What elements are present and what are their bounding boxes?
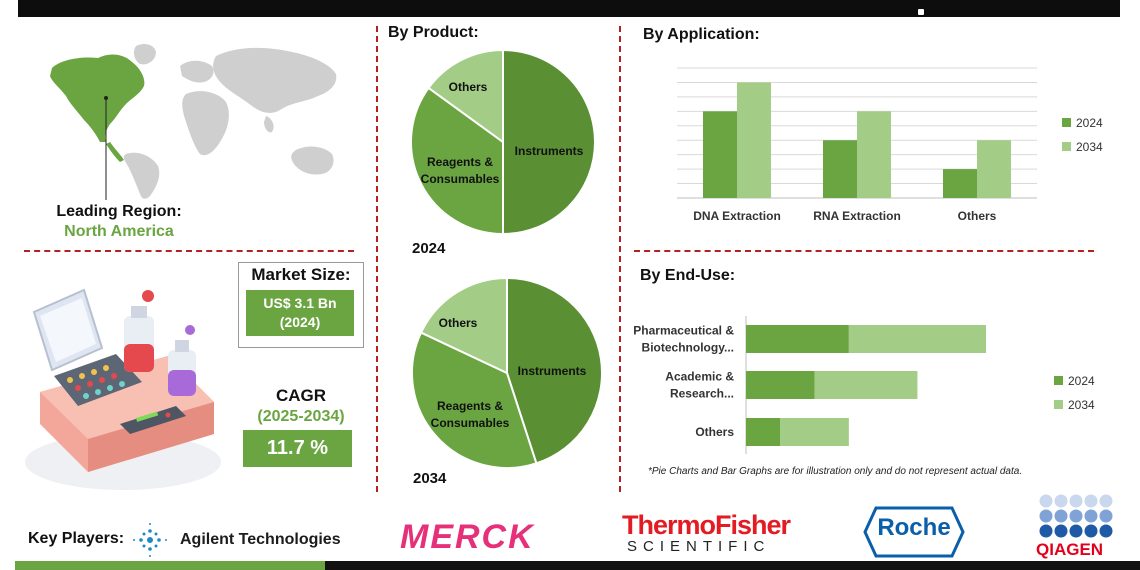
qiagen-dot (1099, 509, 1113, 523)
app-bar-2034-1 (857, 111, 891, 198)
end-use-bar-chart: Pharmaceutical & Biotechnology... Academic… (633, 316, 1095, 454)
pie-chart-2024: Instruments Reagents & Consumables Others (410, 48, 596, 236)
app-legend-swatch-2034 (1062, 142, 1071, 151)
qiagen-dot (1054, 509, 1068, 523)
pie-slice-2024-1 (410, 86, 504, 236)
qiagen-dot (1084, 494, 1098, 508)
top-title-bar (18, 0, 1120, 17)
bottom-bar-black (325, 561, 1140, 570)
market-size-card (238, 262, 364, 348)
pie-label-2024-0: Instruments (515, 144, 584, 158)
app-legend-label-2034: 2034 (1076, 140, 1103, 154)
roche-hexagon-logo (863, 506, 965, 558)
qiagen-dot (1069, 494, 1083, 508)
end-category-label-2: Others (695, 425, 734, 439)
bottom-bar-green (15, 561, 325, 570)
market-size-year: (2024) (279, 314, 321, 330)
pie-label-2034-1-0: Reagents & (437, 399, 503, 413)
pie-slice-2034-2 (419, 276, 508, 375)
pie-chart-2034: Instruments Reagents & Consumables Others (411, 276, 603, 469)
end-bar-2024-2 (746, 418, 781, 446)
merck-logo: MERCK (400, 518, 535, 556)
app-bar-2034-2 (977, 140, 1011, 198)
pie-label-2024-1-0: Reagents & (427, 155, 493, 169)
end-bar-2034-0 (848, 325, 986, 353)
pie-label-2024-2: Others (449, 80, 488, 94)
qiagen-dots-icon (1039, 494, 1113, 538)
divider-vertical-right (619, 26, 621, 492)
app-bar-2024-2 (943, 169, 977, 198)
agilent-logo: Agilent Technologies (180, 531, 341, 548)
north-america-shape (50, 54, 145, 142)
pie-label-2024-1-1: Consumables (421, 172, 500, 186)
qiagen-dot (1039, 524, 1053, 538)
divider-horizontal-left (24, 250, 354, 252)
world-map (50, 44, 337, 200)
app-bar-2034-0 (737, 82, 771, 198)
roche-logo: Roche (877, 514, 951, 541)
app-legend-label-2024: 2024 (1076, 116, 1103, 130)
end-category-label-0-1: Biotechnology... (642, 341, 734, 355)
app-legend-swatch-2024 (1062, 118, 1071, 127)
qiagen-dot (1099, 494, 1113, 508)
qiagen-dot (1099, 524, 1113, 538)
qiagen-dot (1054, 524, 1068, 538)
thermofisher-scientific-text: SCIENTIFIC (627, 538, 771, 555)
qiagen-dot (1084, 509, 1098, 523)
pie-slice-2034-1 (411, 331, 538, 469)
divider-horizontal-right (634, 250, 1094, 252)
end-bar-2024-0 (746, 325, 849, 353)
cagr-label: CAGR (275, 386, 327, 405)
qiagen-dot (1069, 509, 1083, 523)
key-players-label: Key Players: (28, 530, 125, 547)
pie-slice-2024-0 (502, 48, 596, 236)
lab-device-illustration (25, 288, 221, 490)
by-application-title: By Application: (643, 26, 760, 43)
pie-label-2034-1-1: Consumables (431, 416, 510, 430)
qiagen-dot (1039, 509, 1053, 523)
leading-region-value: North America (64, 223, 174, 240)
end-category-label-1-1: Research... (670, 387, 734, 401)
end-bar-2034-2 (780, 418, 849, 446)
cagr-value: 11.7 % (243, 430, 352, 467)
end-bar-2024-1 (746, 371, 815, 399)
app-category-label-0: DNA Extraction (693, 209, 781, 223)
app-bar-2024-1 (823, 140, 857, 198)
qiagen-dot (1039, 494, 1053, 508)
pie-label-2034-2: Others (439, 316, 478, 330)
pie-slice-2034-0 (506, 276, 603, 465)
pie-slice-2024-2 (427, 48, 504, 144)
end-bar-2034-1 (814, 371, 918, 399)
end-category-label-1-0: Academic & (665, 370, 734, 384)
end-legend-label-2034: 2034 (1068, 398, 1095, 412)
qiagen-dot (1069, 524, 1083, 538)
divider-vertical-left (376, 26, 378, 492)
qiagen-dot (1054, 494, 1068, 508)
pie-2024-year-label: 2024 (412, 240, 446, 257)
app-bar-2024-0 (703, 111, 737, 198)
end-legend-swatch-2024 (1054, 376, 1063, 385)
cagr-period: (2025-2034) (257, 408, 345, 425)
market-size-value: US$ 3.1 Bn (263, 295, 337, 311)
agilent-spark-icon (133, 523, 167, 557)
application-bar-chart: DNA Extraction RNA Extraction Others 2024 20… (677, 67, 1103, 223)
end-category-label-0-0: Pharmaceutical & (633, 324, 734, 338)
qiagen-logo: QIAGEN (1036, 540, 1104, 559)
end-legend-label-2024: 2024 (1068, 374, 1095, 388)
by-product-title: By Product: (388, 24, 479, 41)
app-category-label-2: Others (958, 209, 997, 223)
pie-label-2034-0: Instruments (518, 364, 587, 378)
end-legend-swatch-2034 (1054, 400, 1063, 409)
by-end-use-title: By End-Use: (640, 267, 736, 284)
pie-2034-year-label: 2034 (413, 470, 447, 487)
market-size-value-box: US$ 3.1 Bn (2024) (246, 290, 354, 336)
disclaimer-note: *Pie Charts and Bar Graphs are for illus… (648, 466, 1023, 477)
qiagen-dot (1084, 524, 1098, 538)
leading-region-label: Leading Region: (56, 203, 182, 220)
thermofisher-logo: ThermoFisher (622, 510, 791, 540)
market-size-label: Market Size: (251, 265, 351, 284)
app-category-label-1: RNA Extraction (813, 209, 901, 223)
